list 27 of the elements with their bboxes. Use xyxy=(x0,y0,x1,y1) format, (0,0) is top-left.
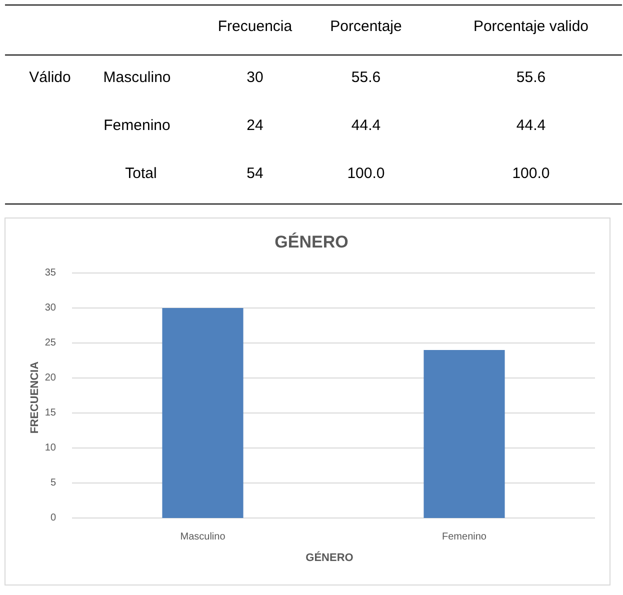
text: 30 xyxy=(246,68,264,86)
text: 55.6 xyxy=(351,68,381,86)
y-tick-label: 20 xyxy=(44,372,56,384)
text: 54 xyxy=(246,164,264,182)
y-tick-label: 10 xyxy=(44,442,56,454)
text: Masculino xyxy=(103,68,171,86)
text: 55.6 xyxy=(516,68,546,86)
y-tick-label: 25 xyxy=(44,338,56,349)
y-tick-label: 35 xyxy=(44,268,56,279)
text: Válido xyxy=(29,68,71,86)
text: Frecuencia xyxy=(218,18,293,35)
text: 100.0 xyxy=(512,164,550,182)
y-tick-label: 30 xyxy=(44,302,56,314)
text: Femenino xyxy=(104,116,170,134)
y-axis-title: FRECUENCIA xyxy=(28,361,41,434)
text: 44.4 xyxy=(516,116,546,134)
text: 44.4 xyxy=(351,116,381,134)
text: Porcentaje valido xyxy=(473,18,589,35)
x-axis-title: GÉNERO xyxy=(306,550,354,564)
text: Total xyxy=(125,164,157,182)
y-tick-label: 15 xyxy=(44,408,56,419)
text: 100.0 xyxy=(347,164,385,182)
text: 24 xyxy=(246,116,264,134)
y-tick-label: 5 xyxy=(50,478,56,489)
text: Porcentaje xyxy=(330,18,402,35)
chart-title: GÉNERO xyxy=(274,231,348,252)
y-tick-label: 0 xyxy=(50,512,56,524)
